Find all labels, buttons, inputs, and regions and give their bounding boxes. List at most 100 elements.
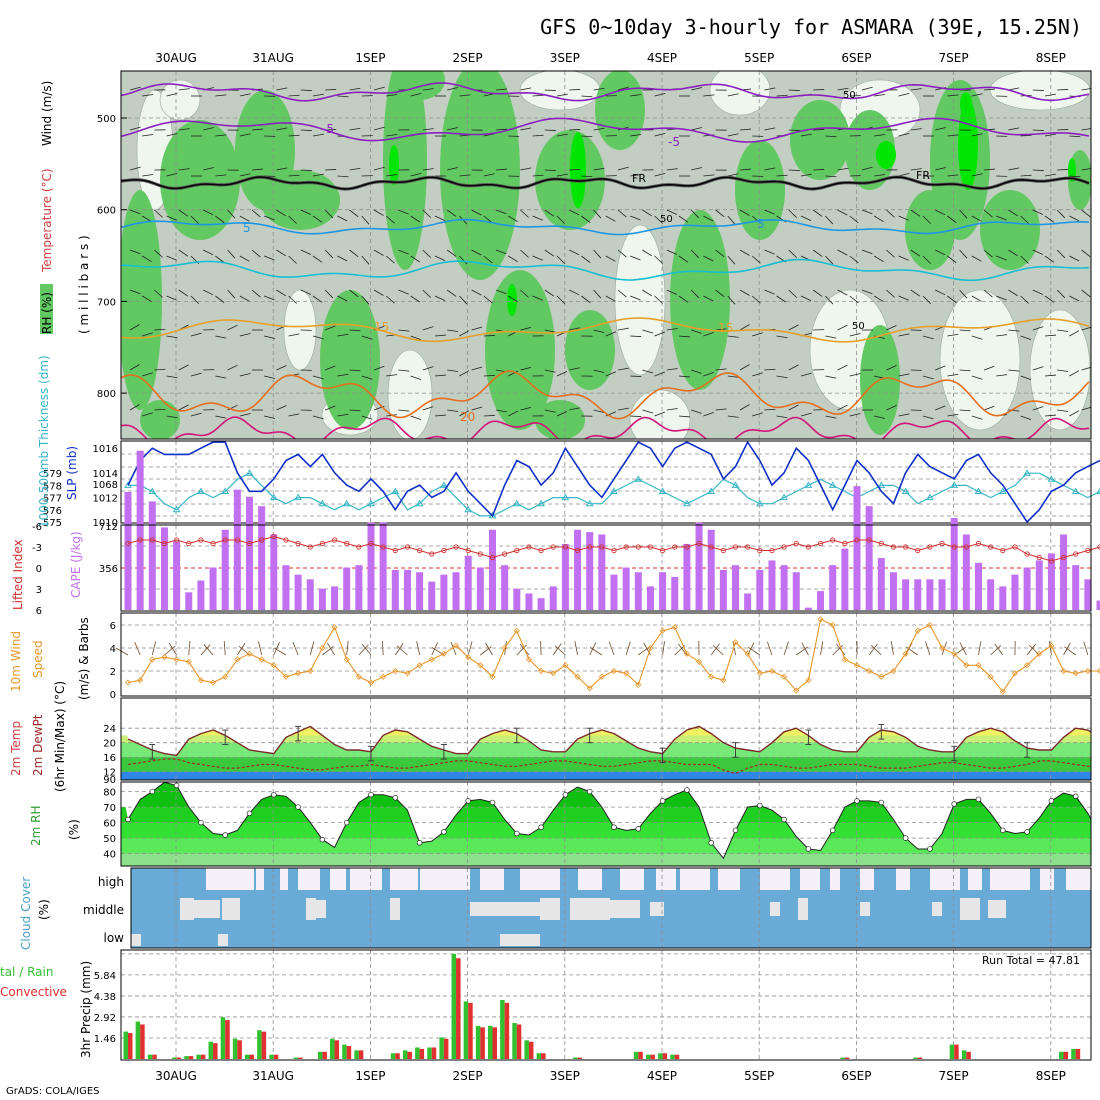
- wind-barb: [873, 255, 884, 263]
- wind-barb: [776, 415, 788, 419]
- wind-barb: [544, 329, 556, 333]
- surface-barb: [712, 645, 724, 656]
- wind-barb: [764, 167, 776, 171]
- wind-speed-point: [331, 624, 338, 631]
- label-rh50-b: 50: [660, 214, 673, 225]
- wind-barb: [410, 215, 421, 223]
- wind-barb: [666, 209, 678, 215]
- surface-barb: [322, 646, 334, 656]
- wind-barb: [593, 289, 602, 299]
- wind-barb: [922, 335, 934, 340]
- surface-barb: [710, 643, 720, 656]
- wind-barb: [459, 94, 471, 97]
- lifted-index-point: [878, 540, 884, 547]
- wind-barb: [264, 215, 275, 221]
- precip-convective-bar: [504, 1002, 510, 1059]
- rh2m-panel: 80 70 60 50 40 2m RH (%): [29, 781, 1092, 867]
- wind-barb: [788, 289, 797, 298]
- cloud-mid-gap: [306, 898, 316, 920]
- lifted-index-point: [404, 544, 411, 550]
- wind-speed-point: [1048, 642, 1055, 649]
- lifted-index-point: [939, 540, 945, 547]
- surface-barb: [394, 643, 404, 656]
- slp-tick-label: 1010: [93, 518, 118, 529]
- wind-barb: [727, 375, 739, 378]
- contour-labels: -5 -5 FR FR 5 5 15 15 20 50 50 50: [243, 90, 930, 424]
- wind-barb: [581, 175, 593, 178]
- thickness-line: [128, 472, 1100, 517]
- wind-barb: [690, 249, 700, 259]
- cape-bars: [124, 450, 1100, 610]
- cape-bar: [1072, 565, 1080, 610]
- ylabel-cloud-units: (%): [37, 899, 51, 920]
- cape-tick-label: 1068: [93, 480, 118, 491]
- wind-barb: [447, 127, 459, 131]
- wind-barb: [166, 415, 178, 419]
- wind-barb: [690, 289, 700, 299]
- thickness-point: [1023, 469, 1031, 476]
- wind-barb: [703, 295, 714, 302]
- lifted-index-point: [344, 540, 350, 547]
- wind-barb: [276, 167, 288, 171]
- wind-barb: [520, 406, 532, 411]
- wind-speed-point: [282, 673, 290, 680]
- wind-barb: [215, 255, 225, 263]
- cape-bar: [1096, 600, 1100, 610]
- wind-barb: [361, 295, 370, 305]
- cloud-mid-gap: [610, 900, 640, 918]
- wind-speed-point: [404, 670, 411, 677]
- wind-panel: 6 4 2 0 10m Wind Speed (m/s) & Barbs: [9, 612, 1100, 701]
- wind-barb: [1081, 406, 1091, 411]
- cape-bar: [622, 567, 630, 610]
- surface-barb: [485, 642, 493, 656]
- wind-barb: [971, 375, 983, 380]
- slp-tick-label: 1012: [93, 493, 118, 504]
- wind-barb: [593, 167, 605, 171]
- wind-barb: [325, 89, 337, 91]
- wind-barb: [1020, 415, 1032, 420]
- lifted-index-point: [161, 540, 168, 547]
- cloud-mid-gap: [770, 902, 780, 916]
- wind-barb: [1056, 249, 1066, 259]
- surface-barb: [767, 641, 773, 656]
- wind-barb: [776, 375, 788, 379]
- wind-barb: [703, 174, 715, 177]
- wind-barb: [398, 289, 409, 295]
- wind-barb: [459, 174, 471, 177]
- wind-barb: [996, 334, 1008, 337]
- wind-speed-point: [137, 677, 144, 684]
- wind-barb: [312, 415, 324, 420]
- cloud-low-gap: [514, 934, 540, 946]
- wind-barb: [654, 172, 666, 177]
- precip-convective-bar: [577, 1057, 583, 1059]
- cape-bar: [148, 501, 156, 610]
- surface-barb: [796, 646, 808, 656]
- wind-barb: [642, 369, 654, 374]
- wind-barb: [1069, 410, 1080, 417]
- wind-barb: [227, 289, 236, 299]
- wind-barb: [337, 175, 349, 178]
- precip-total-bar: [500, 999, 505, 1059]
- thickness-point: [585, 499, 594, 507]
- wind-speed-point: [501, 644, 508, 652]
- lifted-index-point: [696, 540, 702, 547]
- wind-barb: [507, 215, 518, 223]
- cape-bar: [841, 548, 849, 610]
- cape-bar: [744, 593, 752, 610]
- wind-barb: [459, 255, 468, 265]
- wind-barb: [983, 405, 995, 411]
- wind-barb: [447, 167, 459, 171]
- surface-barb: [990, 645, 1002, 656]
- wind-barb: [1069, 135, 1081, 138]
- wind-barb: [361, 215, 370, 225]
- surface-barb: [134, 641, 141, 656]
- cape-bar: [525, 593, 533, 610]
- wind-barb: [178, 128, 190, 131]
- date-label-top: 31AUG: [252, 51, 294, 65]
- thickness-point: [610, 487, 618, 494]
- wind-barb: [385, 215, 395, 224]
- wind-barb: [276, 127, 288, 131]
- wind-barb: [996, 215, 1007, 221]
- wind-barb: [446, 249, 457, 257]
- wind-barb: [483, 335, 495, 337]
